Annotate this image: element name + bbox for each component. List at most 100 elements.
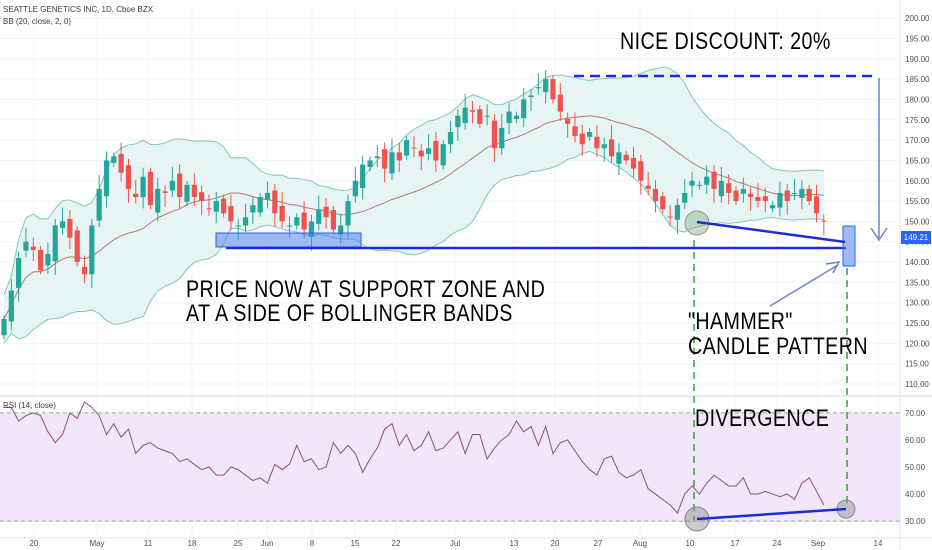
time-tick-label: 18 bbox=[188, 539, 197, 548]
time-tick-label: Aug bbox=[633, 539, 647, 548]
candle-body bbox=[45, 253, 51, 266]
support-zone-box bbox=[215, 232, 362, 248]
candle-body bbox=[294, 217, 300, 226]
candle-body bbox=[674, 205, 681, 220]
candle-body bbox=[16, 258, 22, 289]
candle-body bbox=[264, 192, 271, 200]
time-tick-label: 14 bbox=[874, 539, 883, 548]
candle-body bbox=[499, 127, 505, 149]
candle-body bbox=[755, 197, 761, 202]
candle-body bbox=[484, 115, 490, 117]
discount-annotation: NICE DISCOUNT: 20% bbox=[620, 28, 831, 55]
time-tick-label: May bbox=[89, 539, 104, 548]
candle-body bbox=[111, 156, 117, 163]
support-annotation-line1: PRICE NOW AT SUPPORT ZONE AND bbox=[186, 276, 546, 303]
candle-body bbox=[125, 165, 132, 189]
price-tick-label: 155.00 bbox=[905, 197, 930, 206]
time-tick-label: 8 bbox=[310, 539, 315, 548]
time-tick-label: 13 bbox=[510, 539, 519, 548]
candle-body bbox=[367, 160, 373, 167]
candle-body bbox=[806, 188, 812, 202]
candle-body bbox=[587, 131, 593, 137]
candle-body bbox=[250, 205, 256, 213]
candle-body bbox=[308, 221, 315, 237]
candle-body bbox=[682, 192, 688, 203]
candle-body bbox=[784, 190, 790, 202]
candle-body bbox=[272, 190, 278, 214]
candle-body bbox=[616, 152, 622, 164]
candle-body bbox=[74, 230, 80, 263]
candle-body bbox=[425, 148, 432, 154]
rsi-panel bbox=[0, 395, 932, 522]
candle-body bbox=[660, 196, 666, 210]
candle-body bbox=[601, 144, 607, 149]
candle-body bbox=[433, 140, 439, 161]
rsi-tick-label: 70.00 bbox=[905, 409, 926, 418]
candle-body bbox=[81, 266, 88, 275]
candle-body bbox=[543, 79, 549, 93]
candle-body bbox=[206, 208, 212, 210]
candle-body bbox=[316, 209, 322, 224]
candle-body bbox=[799, 188, 805, 198]
support-annotation-line2: AT A SIDE OF BOLLINGER BANDS bbox=[186, 300, 513, 327]
candle-body bbox=[330, 210, 336, 230]
candle-body bbox=[147, 171, 153, 206]
candle-body bbox=[455, 115, 461, 128]
candle-body bbox=[67, 218, 73, 238]
last-price-badge: 149.21 bbox=[901, 231, 931, 244]
candle-body bbox=[140, 176, 146, 198]
candle-body bbox=[623, 154, 629, 161]
candle-body bbox=[667, 216, 673, 218]
divergence-annotation: DIVERGENCE bbox=[695, 405, 830, 432]
candle-body bbox=[630, 158, 637, 169]
candle-body bbox=[235, 225, 241, 227]
price-tick-label: 160.00 bbox=[905, 177, 930, 186]
candle-body bbox=[228, 205, 234, 222]
candle-body bbox=[155, 188, 161, 213]
candle-body bbox=[521, 99, 527, 119]
candle-body bbox=[338, 225, 344, 235]
price-tick-label: 125.00 bbox=[905, 319, 930, 328]
time-tick-label: 17 bbox=[731, 539, 740, 548]
price-tick-label: 170.00 bbox=[905, 136, 930, 145]
price-tick-label: 140.00 bbox=[905, 258, 930, 267]
candle-body bbox=[696, 184, 702, 186]
hammer-annotation-line2: CANDLE PATTERN bbox=[688, 333, 868, 360]
candle-body bbox=[286, 225, 293, 227]
candle-body bbox=[1, 318, 7, 336]
price-tick-label: 195.00 bbox=[905, 34, 930, 43]
candle-body bbox=[513, 115, 519, 119]
candle-body bbox=[528, 95, 534, 98]
bollinger-upper-line bbox=[3, 66, 824, 295]
price-tick-label: 130.00 bbox=[905, 299, 930, 308]
candle-body bbox=[447, 131, 454, 145]
price-tick-label: 180.00 bbox=[905, 95, 930, 104]
candle-body bbox=[469, 110, 476, 112]
candle-body bbox=[169, 180, 175, 191]
candle-body bbox=[177, 173, 183, 198]
candle-body bbox=[689, 180, 695, 186]
candle-body bbox=[30, 246, 36, 250]
price-tick-label: 175.00 bbox=[905, 116, 930, 125]
candle-body bbox=[52, 225, 58, 262]
time-tick-label: 24 bbox=[773, 539, 782, 548]
candle-body bbox=[704, 176, 710, 185]
candle-body bbox=[279, 205, 285, 222]
rsi-divergence-line bbox=[696, 507, 847, 521]
candle-body bbox=[162, 191, 168, 193]
candle-body bbox=[748, 193, 754, 198]
time-tick-label: Jun bbox=[261, 539, 274, 548]
bollinger-basis-line bbox=[3, 115, 824, 320]
rsi-tick-label: 60.00 bbox=[905, 436, 926, 445]
candle-body bbox=[726, 183, 732, 193]
candle-body bbox=[557, 94, 563, 112]
candle-body bbox=[777, 192, 783, 208]
candle-body bbox=[133, 193, 139, 198]
candle-body bbox=[352, 180, 358, 197]
candle-body bbox=[440, 144, 446, 166]
rsi-tick-label: 30.00 bbox=[905, 517, 926, 526]
candle-body bbox=[396, 152, 402, 161]
candle-body bbox=[813, 196, 820, 214]
candle-body bbox=[550, 79, 556, 100]
